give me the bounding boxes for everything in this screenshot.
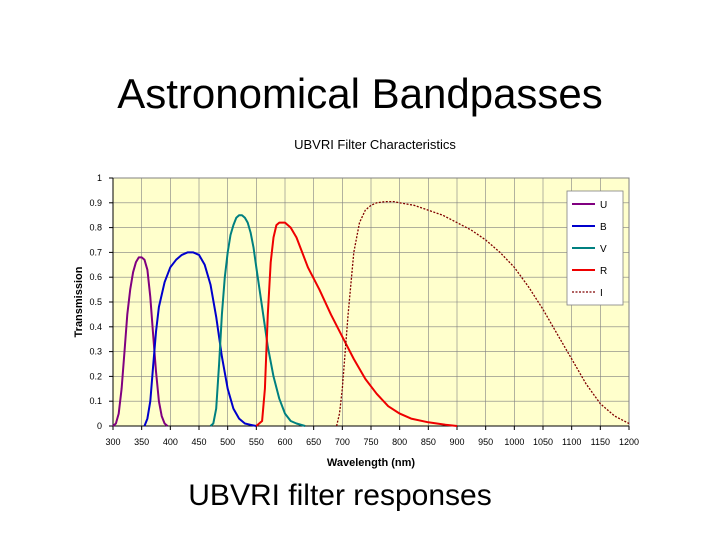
legend-label-v: V — [600, 244, 607, 255]
y-axis-title: Transmission — [73, 266, 85, 337]
legend-label-u: U — [600, 200, 607, 211]
x-tick-label: 700 — [335, 437, 350, 447]
series-line-v — [209, 214, 306, 427]
x-tick-label: 1200 — [619, 437, 639, 447]
x-axis-title: Wavelength (nm) — [327, 457, 416, 469]
x-tick-label: 600 — [277, 437, 292, 447]
y-tick-label: 0.8 — [89, 223, 102, 233]
x-tick-label: 550 — [249, 437, 264, 447]
y-tick-label: 0.4 — [89, 322, 102, 332]
x-tick-label: 900 — [449, 437, 464, 447]
x-tick-label: 450 — [191, 437, 206, 447]
series-line-r — [255, 221, 458, 427]
y-tick-label: 0.9 — [89, 198, 102, 208]
series-line-b — [143, 251, 257, 427]
filter-chart: UBVRI Filter Characteristics 0 0.1 0.2 0.3 0… — [73, 137, 639, 469]
chart-title: UBVRI Filter Characteristics — [294, 137, 456, 152]
legend-label-b: B — [600, 222, 607, 233]
series-line-u — [112, 256, 169, 427]
slide-caption: UBVRI filter responses — [188, 479, 492, 512]
y-tick-label: 0.5 — [89, 297, 102, 307]
x-tick-label: 1100 — [562, 437, 581, 447]
legend-label-i: I — [600, 288, 603, 299]
x-tick-label: 800 — [392, 437, 407, 447]
x-tick-label: 500 — [220, 437, 235, 447]
x-tick-label: 350 — [134, 437, 149, 447]
x-tick-label: 300 — [105, 437, 120, 447]
x-tick-label: 400 — [163, 437, 178, 447]
y-tick-label: 0.1 — [89, 396, 102, 406]
y-tick-label: 0.3 — [89, 347, 102, 357]
x-tick-label: 950 — [478, 437, 493, 447]
x-tick-label: 850 — [421, 437, 436, 447]
y-tick-label: 0.6 — [89, 272, 102, 282]
x-tick-label: 1050 — [533, 437, 553, 447]
y-tick-label: 0 — [97, 421, 102, 431]
y-tick-label: 1 — [97, 173, 102, 183]
x-tick-label: 650 — [306, 437, 321, 447]
x-tick-label: 1000 — [504, 437, 524, 447]
slide-title: Astronomical Bandpasses — [117, 70, 603, 117]
legend-label-r: R — [600, 266, 607, 277]
x-tick-label: 1150 — [591, 437, 610, 447]
series-line-i — [335, 200, 630, 427]
x-tick-label: 750 — [363, 437, 378, 447]
y-tick-label: 0.7 — [89, 247, 102, 257]
y-tick-label: 0.2 — [89, 371, 102, 381]
